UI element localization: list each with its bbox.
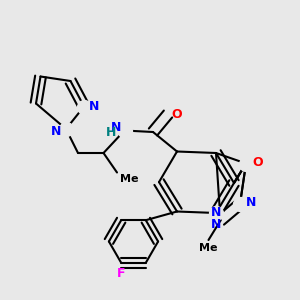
Text: Me: Me	[199, 243, 218, 253]
Text: N: N	[88, 100, 99, 113]
Text: N: N	[211, 206, 221, 220]
Text: N: N	[211, 218, 221, 230]
Text: O: O	[172, 107, 182, 121]
Text: N: N	[245, 196, 256, 209]
Text: H: H	[106, 125, 116, 139]
Text: N: N	[111, 121, 122, 134]
Text: Me: Me	[120, 174, 139, 184]
Text: O: O	[252, 155, 262, 169]
Text: F: F	[117, 267, 125, 280]
Text: N: N	[51, 125, 62, 138]
